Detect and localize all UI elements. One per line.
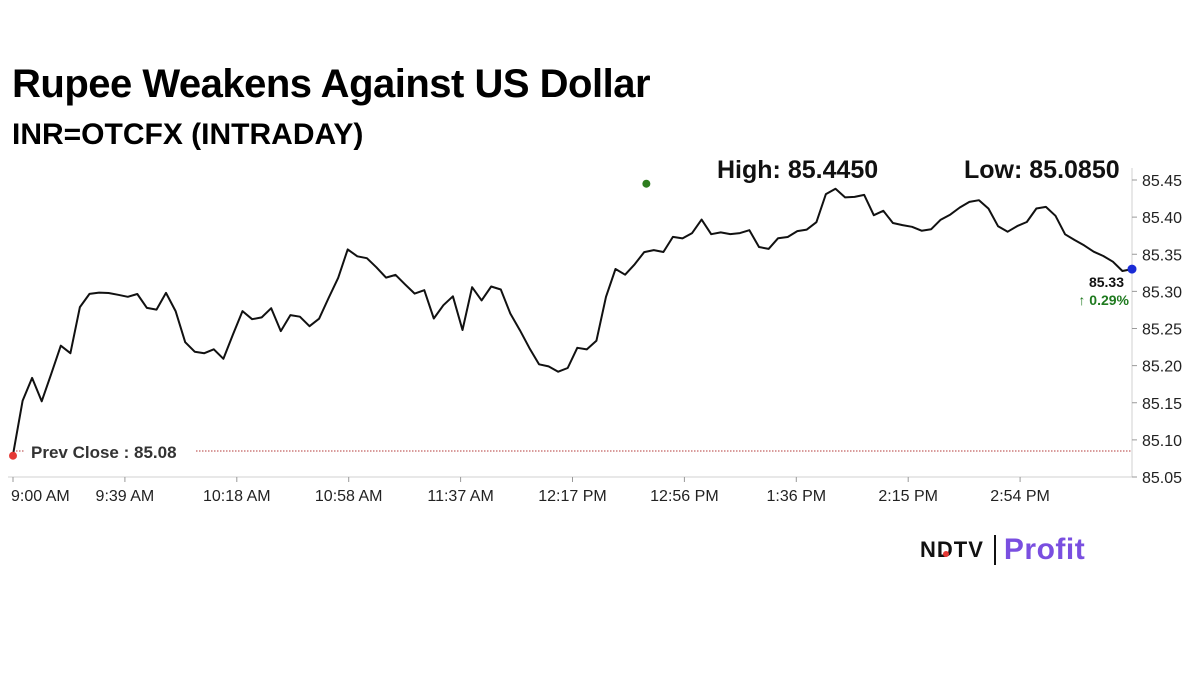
y-tick-label: 85.20	[1142, 359, 1182, 376]
x-tick-label: 9:00 AM	[11, 488, 70, 505]
price-line	[12, 187, 1133, 455]
y-tick-label: 85.40	[1142, 210, 1182, 227]
y-tick-label: 85.15	[1142, 396, 1182, 413]
y-tick-label: 85.35	[1142, 247, 1182, 264]
high-marker	[642, 179, 651, 188]
chart-title: Rupee Weakens Against US Dollar	[12, 62, 651, 106]
logo-profit-text: Profit	[1003, 533, 1086, 566]
x-tick-label: 2:15 PM	[878, 488, 938, 505]
last-price-marker	[1127, 264, 1137, 274]
x-tick-label: 2:54 PM	[990, 488, 1050, 505]
y-tick-label: 85.45	[1142, 173, 1182, 190]
ndtv-profit-logo: NDTV Profit	[920, 532, 1085, 568]
high-label: High: 85.4450	[717, 156, 879, 184]
open-marker	[9, 451, 17, 460]
prev-close-label: Prev Close : 85.08	[31, 443, 177, 462]
last-price-label: 85.33	[1089, 274, 1124, 290]
y-tick-label: 85.25	[1142, 322, 1182, 339]
low-label: Low: 85.0850	[964, 156, 1120, 184]
x-tick-label: 12:56 PM	[650, 488, 718, 505]
y-tick-label: 85.30	[1142, 284, 1182, 301]
logo-red-dot	[943, 551, 949, 557]
chart-subtitle: INR=OTCFX (INTRADAY)	[12, 118, 364, 151]
x-tick-label: 11:37 AM	[427, 488, 493, 505]
logo-separator	[993, 535, 996, 565]
change-percent-label: ↑ 0.29%	[1078, 292, 1129, 308]
y-tick-label: 85.10	[1142, 433, 1182, 450]
x-tick-label: 10:58 AM	[315, 488, 383, 505]
y-tick-label: 85.05	[1142, 470, 1182, 487]
x-tick-label: 1:36 PM	[767, 488, 827, 505]
x-tick-label: 9:39 AM	[96, 488, 155, 505]
x-tick-label: 12:17 PM	[538, 488, 606, 505]
logo-ndtv-text: NDTV	[920, 537, 984, 562]
x-tick-label: 10:18 AM	[203, 488, 271, 505]
